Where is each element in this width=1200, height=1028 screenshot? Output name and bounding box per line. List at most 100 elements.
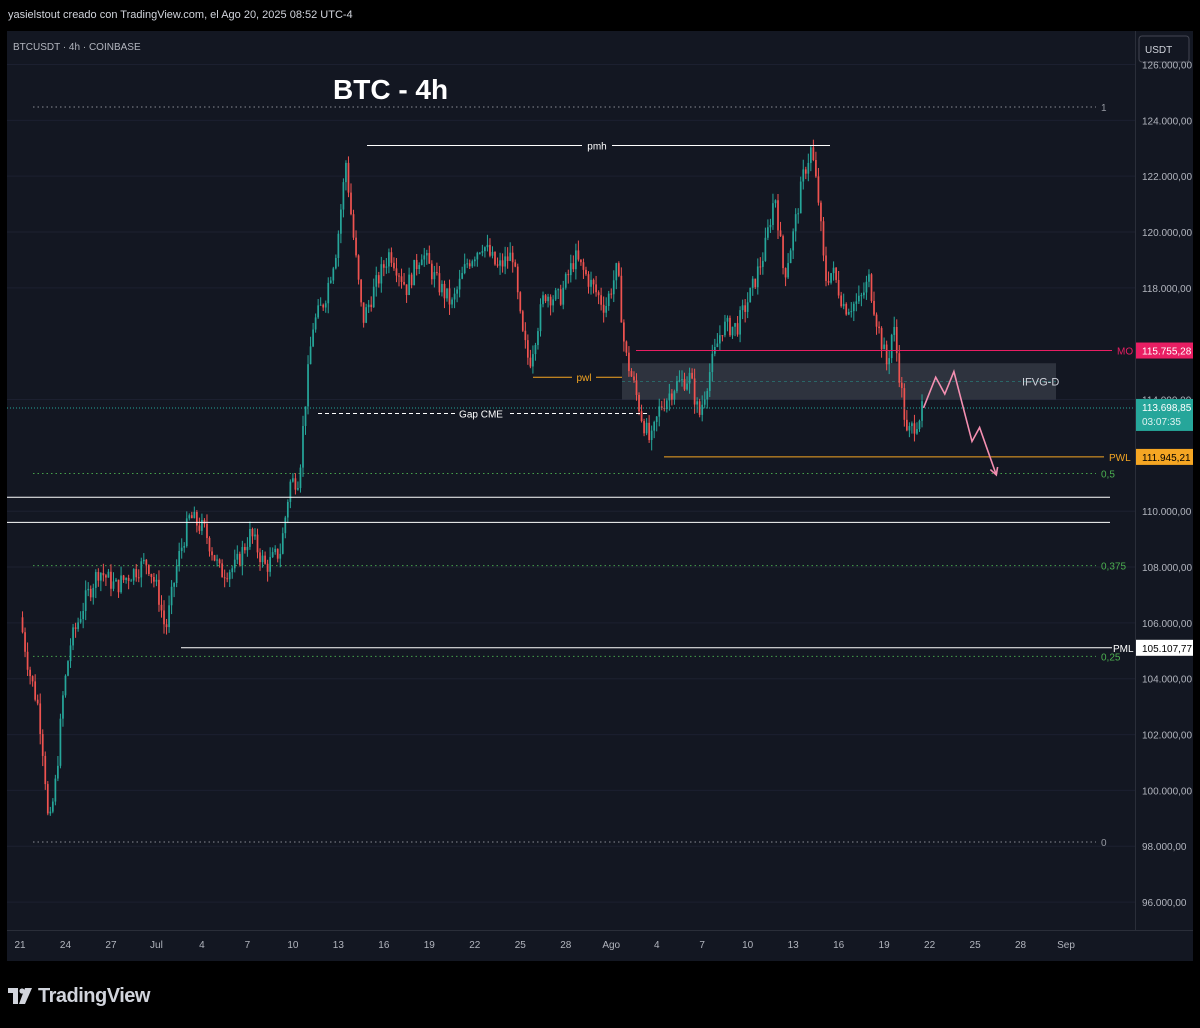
candle-body bbox=[774, 200, 777, 204]
candle-body bbox=[809, 147, 812, 163]
candle-body bbox=[526, 340, 529, 358]
time-tick-label: 21 bbox=[14, 940, 26, 951]
candle-body bbox=[908, 426, 911, 431]
candle-body bbox=[453, 293, 456, 300]
candle-body bbox=[724, 321, 726, 336]
price-tick-label: 104.000,00 bbox=[1142, 675, 1192, 686]
price-axis[interactable]: USDT 96.000,00 98.000,00 100.000,00 102.000,… bbox=[1135, 31, 1194, 961]
candle-body bbox=[794, 214, 797, 232]
time-axis[interactable]: 21 24 27 Jul 4 7 10 13 16 19 22 25 28 Ago 4 7 10 13 16 19 22… bbox=[7, 930, 1193, 961]
candle-body bbox=[905, 419, 908, 431]
candles bbox=[21, 139, 923, 816]
candle-body bbox=[820, 202, 822, 222]
candle-body bbox=[382, 264, 385, 268]
chart-title: BTC - 4h bbox=[333, 74, 448, 105]
candle-body bbox=[534, 345, 537, 355]
candle-body bbox=[67, 661, 69, 676]
candle-body bbox=[147, 564, 150, 575]
ifvg-label: IFVG-D bbox=[1022, 376, 1059, 388]
candle-body bbox=[590, 279, 592, 287]
candle-body bbox=[127, 577, 130, 581]
candle-body bbox=[317, 305, 320, 318]
candle-body bbox=[51, 801, 54, 812]
candle-body bbox=[46, 784, 49, 814]
candle-body bbox=[206, 523, 208, 538]
candle-body bbox=[208, 537, 211, 552]
zones: IFVG-D bbox=[622, 363, 1059, 400]
candle-body bbox=[84, 590, 87, 611]
candle-body bbox=[461, 273, 464, 279]
candle-body bbox=[916, 429, 918, 434]
candle-body bbox=[44, 755, 47, 785]
candle-body bbox=[559, 289, 562, 305]
candle-body bbox=[463, 264, 466, 274]
candle-body bbox=[362, 302, 365, 323]
current-price-tag-label: 113.698,85 bbox=[1142, 403, 1192, 414]
candle-body bbox=[77, 622, 79, 629]
candle-body bbox=[676, 381, 678, 392]
candle-body bbox=[708, 372, 711, 391]
candle-body bbox=[400, 276, 403, 282]
candle-body bbox=[777, 200, 779, 231]
candle-body bbox=[509, 252, 512, 262]
candle-body bbox=[137, 577, 140, 579]
candle-body bbox=[410, 274, 413, 286]
candle-body bbox=[587, 274, 590, 287]
symbol-label: BTCUSDT · 4h · COINBASE bbox=[13, 42, 141, 53]
candle-body bbox=[115, 579, 117, 582]
candle-body bbox=[274, 548, 277, 553]
candle-body bbox=[31, 676, 34, 682]
candle-body bbox=[211, 551, 213, 556]
candle-body bbox=[850, 311, 853, 313]
candle-body bbox=[26, 651, 29, 670]
fib-levels: 1 0,5 0,375 0,25 0 bbox=[33, 103, 1126, 849]
candle-body bbox=[761, 260, 764, 267]
candle-body bbox=[448, 288, 451, 305]
time-tick-label: 13 bbox=[788, 940, 800, 951]
candle-body bbox=[153, 576, 155, 582]
candle-body bbox=[468, 263, 471, 267]
candle-body bbox=[135, 569, 138, 578]
candle-body bbox=[842, 303, 845, 307]
candle-body bbox=[271, 552, 274, 558]
candle-body bbox=[885, 344, 888, 365]
candle-body bbox=[365, 307, 368, 323]
candle-body bbox=[519, 292, 522, 312]
time-axis-bg bbox=[7, 930, 1193, 961]
candle-body bbox=[425, 253, 428, 256]
candle-body bbox=[701, 404, 704, 415]
candle-body bbox=[698, 401, 701, 415]
candle-body bbox=[193, 512, 196, 519]
time-tick-label: Sep bbox=[1057, 940, 1075, 951]
tradingview-brand[interactable]: TradingView bbox=[8, 983, 150, 1009]
time-tick-label: 19 bbox=[424, 940, 436, 951]
candle-body bbox=[377, 275, 380, 284]
candle-body bbox=[264, 555, 266, 564]
candle-body bbox=[117, 579, 120, 593]
candle-body bbox=[312, 329, 314, 347]
candle-body bbox=[491, 251, 494, 256]
time-tick-label: 25 bbox=[515, 940, 527, 951]
time-tick-label: 25 bbox=[970, 940, 982, 951]
candle-body bbox=[54, 778, 57, 802]
candle-body bbox=[173, 582, 175, 587]
candle-body bbox=[261, 555, 264, 563]
candle-body bbox=[304, 406, 307, 426]
candle-body bbox=[433, 272, 436, 280]
pwl-tag bbox=[1136, 448, 1193, 465]
projection-path bbox=[922, 369, 998, 476]
candle-body bbox=[57, 765, 59, 779]
candle-body bbox=[165, 624, 168, 628]
candle-body bbox=[769, 224, 772, 228]
mo-label: MO bbox=[1117, 347, 1133, 358]
candle-body bbox=[423, 255, 426, 260]
candle-body bbox=[355, 237, 357, 256]
candle-body bbox=[345, 162, 347, 183]
candle-body bbox=[549, 296, 552, 306]
price-tick-label: 106.000,00 bbox=[1142, 619, 1192, 630]
candle-body bbox=[418, 265, 421, 270]
candle-body bbox=[458, 278, 461, 290]
candle-body bbox=[59, 718, 62, 766]
candle-body bbox=[446, 288, 448, 299]
